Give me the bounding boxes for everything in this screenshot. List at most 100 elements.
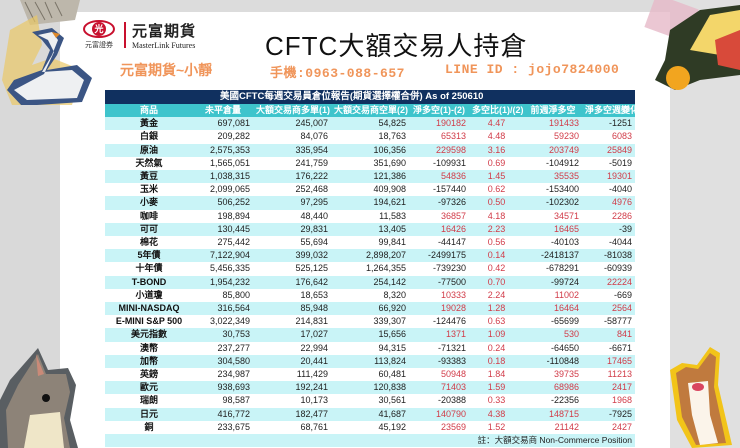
cell-ratio: 0.33 [469, 394, 524, 408]
cell-short: 11,583 [331, 209, 409, 223]
cell-net: 65313 [409, 130, 469, 144]
cell-prev: -678291 [524, 262, 582, 276]
cell-chg: 11213 [582, 368, 636, 382]
table-row: 小麥 506,252 97,295 194,621 -97326 0.50 -102302 4… [105, 196, 636, 210]
cell-chg: 4976 [582, 196, 636, 210]
cell-oi: 1,038,315 [193, 170, 253, 184]
cell-oi: 234,987 [193, 368, 253, 382]
cftc-positions-table: 美國CFTC每週交易員倉位報告(期貨選擇權合併) As of 250610 商品… [105, 90, 636, 448]
cell-prev: -102302 [524, 196, 582, 210]
cell-chg: -4044 [582, 236, 636, 250]
table-row: 黃豆 1,038,315 176,222 121,386 54836 1.45 35535 1… [105, 170, 636, 184]
table-row: 歐元 938,693 192,241 120,838 71403 1.59 68986 241… [105, 381, 636, 395]
contact-phone: 手機:0963-088-657 [270, 66, 405, 81]
cell-name: 澳幣 [105, 341, 193, 355]
cell-name: 玉米 [105, 183, 193, 197]
cell-long: 84,076 [253, 130, 331, 144]
logo-subtitle: 元富證券 [85, 42, 113, 49]
cell-prev: 34571 [524, 209, 582, 223]
cell-net: 36857 [409, 209, 469, 223]
table-row: 原油 2,575,353 335,954 106,356 229598 3.16 20374… [105, 143, 636, 157]
butterfly-decoration-icon [644, 0, 740, 90]
cell-long: 335,954 [253, 143, 331, 157]
cell-oi: 209,282 [193, 130, 253, 144]
cell-long: 176,642 [253, 275, 331, 289]
table-row: 銅 233,675 68,761 45,192 23569 1.52 21142 2427 [105, 420, 636, 435]
column-header: 大額交易商多單(1) [253, 104, 331, 118]
cell-long: 29,831 [253, 222, 331, 237]
cell-chg: -39 [582, 222, 636, 237]
cell-long: 68,761 [253, 420, 331, 435]
cell-ratio: 0.70 [469, 275, 524, 289]
cell-name: 黃豆 [105, 170, 193, 184]
cell-chg: -6671 [582, 341, 636, 355]
cell-chg: 841 [582, 328, 636, 342]
cell-oi: 85,800 [193, 288, 253, 303]
cell-oi: 1,565,051 [193, 156, 253, 171]
table-row: E-MINI S&P 500 3,022,349 214,831 339,307 -12… [105, 315, 636, 329]
cell-name: 5年債 [105, 249, 193, 263]
column-header: 前週淨多空 [524, 104, 582, 118]
cell-chg: -5019 [582, 156, 636, 171]
column-header: 商品 [105, 104, 193, 118]
cell-net: -124476 [409, 315, 469, 329]
cell-ratio: 0.56 [469, 236, 524, 250]
cell-net: -44147 [409, 236, 469, 250]
cell-net: 50948 [409, 368, 469, 382]
cell-name: 英鎊 [105, 368, 193, 382]
cell-name: 銅 [105, 420, 193, 435]
cell-short: 106,356 [331, 143, 409, 157]
cell-oi: 316,564 [193, 302, 253, 316]
cell-prev: 68986 [524, 381, 582, 395]
cell-name: 十年債 [105, 262, 193, 276]
cell-long: 182,477 [253, 407, 331, 421]
cell-oi: 237,277 [193, 341, 253, 355]
table-row: 瑞朗 98,587 10,173 30,561 -20388 0.33 -22356 1968 [105, 394, 636, 408]
cell-chg: -58777 [582, 315, 636, 329]
corgi-decoration-icon [670, 347, 732, 448]
logo-mark: 光 元富證券 [80, 20, 118, 50]
cell-short: 66,920 [331, 302, 409, 316]
cell-long: 18,653 [253, 288, 331, 303]
cell-short: 18,763 [331, 130, 409, 144]
cell-oi: 304,580 [193, 354, 253, 369]
cell-ratio: 0.63 [469, 315, 524, 329]
cell-ratio: 4.18 [469, 209, 524, 223]
cell-chg: -4040 [582, 183, 636, 197]
cell-name: MINI-NASDAQ [105, 302, 193, 316]
cell-short: 2,898,207 [331, 249, 409, 263]
cell-name: 美元指數 [105, 328, 193, 342]
table-body: 黃金 697,081 245,007 54,825 190182 4.47 191433 -1… [105, 117, 636, 448]
cell-name: 加幣 [105, 354, 193, 369]
cell-prev: 203749 [524, 143, 582, 157]
cell-name: 咖啡 [105, 209, 193, 223]
cell-name: 瑞朗 [105, 394, 193, 408]
table-note: 註：大額交易商 Non-Commerce Position [105, 434, 636, 448]
cell-net: 10333 [409, 288, 469, 303]
cell-oi: 3,022,349 [193, 315, 253, 329]
cell-long: 245,007 [253, 117, 331, 131]
cell-prev: 59230 [524, 130, 582, 144]
cell-net: -77500 [409, 275, 469, 289]
table-header-row: 商品 未平倉量 大額交易商多單(1) 大額交易商空單(2) 淨多空(1)-(2) 多空比(… [105, 104, 636, 118]
logo-name-en: MasterLink Futures [132, 41, 196, 50]
cell-prev: -110848 [524, 354, 582, 369]
cell-name: 原油 [105, 143, 193, 157]
cell-oi: 506,252 [193, 196, 253, 210]
cell-long: 48,440 [253, 209, 331, 223]
cell-ratio: 2.24 [469, 288, 524, 303]
cell-prev: 21142 [524, 420, 582, 435]
cell-short: 13,405 [331, 222, 409, 237]
cell-long: 176,222 [253, 170, 331, 184]
cell-oi: 275,442 [193, 236, 253, 250]
cell-short: 8,320 [331, 288, 409, 303]
cell-prev: 16465 [524, 222, 582, 237]
cell-chg: 25849 [582, 143, 636, 157]
cell-oi: 233,675 [193, 420, 253, 435]
cell-long: 55,694 [253, 236, 331, 250]
table-caption: 美國CFTC每週交易員倉位報告(期貨選擇權合併) As of 250610 [105, 90, 636, 104]
cell-ratio: 4.38 [469, 407, 524, 421]
cell-oi: 938,693 [193, 381, 253, 395]
cell-long: 85,948 [253, 302, 331, 316]
cell-prev: -22356 [524, 394, 582, 408]
